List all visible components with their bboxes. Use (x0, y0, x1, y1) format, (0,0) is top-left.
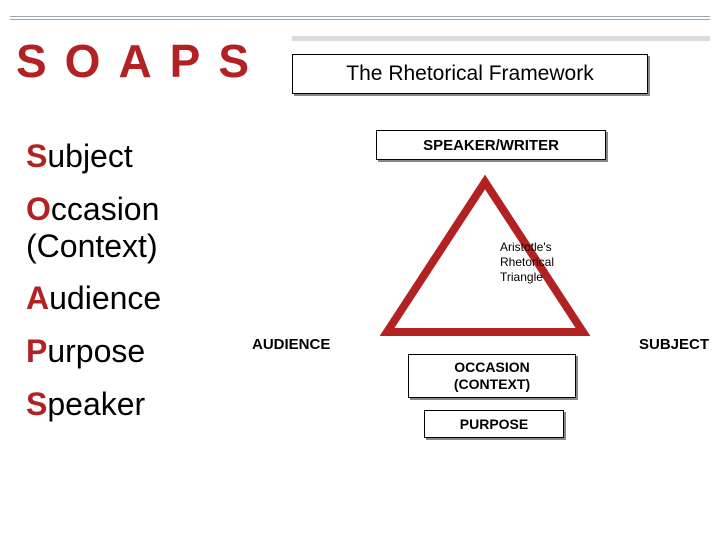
top-divider (10, 16, 710, 20)
list-item-first: A (26, 280, 49, 316)
list-item-rest: udience (49, 280, 161, 316)
list-item: Audience (26, 280, 266, 317)
center-line1: Aristotle's (500, 240, 552, 254)
subtitle-text: The Rhetorical Framework (346, 62, 593, 86)
occasion-line1: OCCASION (454, 359, 529, 375)
triangle-icon (375, 172, 595, 342)
list-item-first: P (26, 333, 47, 369)
rhetorical-triangle-diagram: SPEAKER/WRITER Aristotle's Rhetorical Tr… (280, 130, 710, 450)
subject-label: SUBJECT (639, 336, 709, 353)
purpose-label: PURPOSE (460, 416, 528, 432)
subtitle-divider (292, 36, 710, 41)
list-item-rest: ubject (47, 138, 132, 174)
purpose-label-box: PURPOSE (424, 410, 564, 438)
audience-label: AUDIENCE (252, 336, 330, 353)
speaker-label: SPEAKER/WRITER (423, 137, 559, 154)
list-item: Subject (26, 138, 266, 175)
page-title: SOAPS (16, 34, 267, 88)
occasion-line2: (CONTEXT) (454, 376, 530, 392)
list-item-rest: peaker (47, 386, 145, 422)
speaker-label-box: SPEAKER/WRITER (376, 130, 606, 160)
list-item-first: O (26, 191, 51, 227)
list-item: Purpose (26, 333, 266, 370)
subtitle-box: The Rhetorical Framework (292, 54, 648, 94)
list-item-rest: urpose (47, 333, 145, 369)
soaps-list: Subject Occasion (Context) Audience Purp… (26, 138, 266, 439)
occasion-label-box: OCCASION (CONTEXT) (408, 354, 576, 398)
center-line3: Triangle (500, 270, 543, 284)
list-item-first: S (26, 386, 47, 422)
list-item: Occasion (Context) (26, 191, 266, 265)
list-item: Speaker (26, 386, 266, 423)
center-line2: Rhetorical (500, 255, 554, 269)
triangle-center-label: Aristotle's Rhetorical Triangle (500, 240, 554, 285)
list-item-first: S (26, 138, 47, 174)
